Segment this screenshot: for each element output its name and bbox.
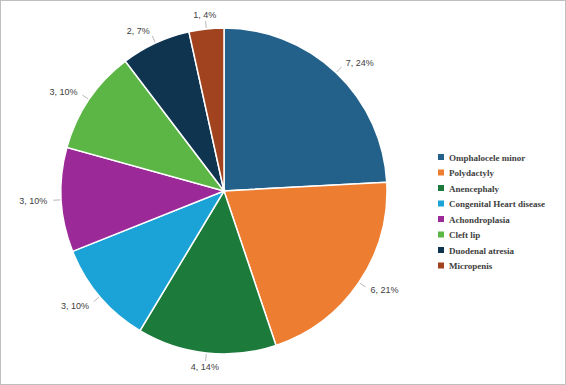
legend-label: Anencephaly [449,184,500,194]
legend-label: Congenital Heart disease [449,199,545,209]
legend-item: Omphalocele minor [438,153,525,163]
legend-label: Achondroplasia [449,215,510,225]
chart-root: 7, 24% 6, 21% 4, 14% 3, 10% 3, 10% 3, 10% 2, 7… [0,0,566,385]
legend-label: Micropenis [449,261,493,271]
data-label: 3, 10% [61,301,89,311]
frame [1,1,566,385]
legend-item: Micropenis [438,261,493,271]
legend-swatch [438,170,444,176]
legend-label: Cleft lip [449,230,480,240]
leader-line [205,354,207,361]
legend-item: Polydactyly [438,168,494,178]
data-label: 3, 10% [19,196,47,206]
data-label: 4, 14% [191,362,219,372]
data-label: 6, 21% [371,285,399,295]
pie: 7, 24% 6, 21% 4, 14% 3, 10% 3, 10% 3, 10% 2, 7… [19,10,398,372]
legend-item: Anencephaly [438,184,500,194]
leader-line [152,36,155,42]
legend-swatch [438,216,444,222]
legend-swatch [438,247,444,253]
legend-label: Omphalocele minor [449,153,525,163]
leader-line [82,95,88,99]
legend-swatch [438,263,444,269]
legend-swatch [438,201,444,207]
leader-line [205,21,207,28]
legend-label: Duodenal atresia [449,246,515,256]
legend-item: Achondroplasia [438,215,510,225]
data-label: 1, 4% [193,10,216,20]
data-label: 7, 24% [346,58,374,68]
slice [189,28,224,191]
data-label: 3, 10% [49,87,77,97]
legend-item: Duodenal atresia [438,246,515,256]
legend: Omphalocele minor Polydactyly Anencephaly C… [438,153,545,272]
legend-label: Polydactyly [449,168,494,178]
leader-line [337,67,342,72]
legend-swatch [438,154,444,160]
legend-swatch [438,232,444,238]
legend-swatch [438,185,444,191]
data-label: 2, 7% [127,26,150,36]
slice [224,28,387,191]
legend-item: Congenital Heart disease [438,199,545,209]
legend-item: Cleft lip [438,230,480,240]
leader-line [53,199,60,200]
leader-line [360,283,366,287]
leader-line [94,297,99,302]
